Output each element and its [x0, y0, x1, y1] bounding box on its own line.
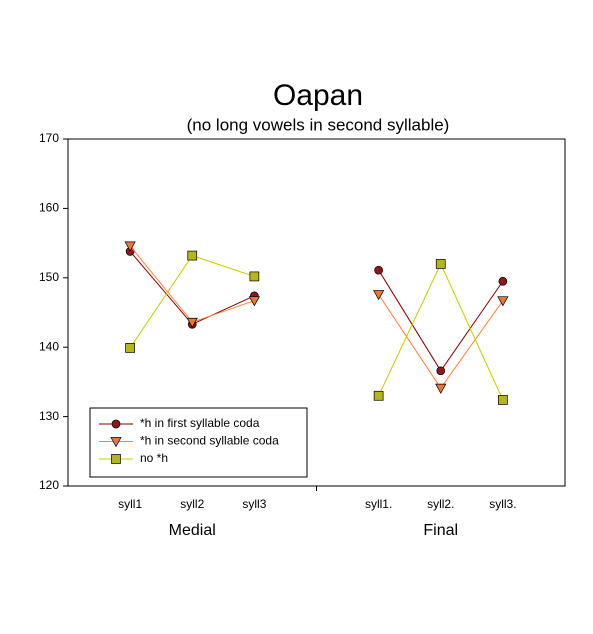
y-tick-label: 170: [39, 131, 59, 145]
x-tick-label: syll3: [242, 497, 266, 511]
legend-marker: [111, 454, 121, 464]
point: [373, 290, 385, 301]
x-tick-label: syll1.: [365, 497, 392, 511]
chart-subtitle: (no long vowels in second syllable): [187, 115, 450, 134]
y-tick-label: 140: [39, 339, 59, 353]
legend-box: [89, 407, 308, 478]
y-tick-label: 120: [39, 478, 59, 492]
x-tick-label: syll1: [118, 497, 142, 511]
y-tick-label: 160: [39, 201, 59, 215]
legend-label: *h in second syllable coda: [140, 434, 279, 448]
point: [374, 265, 383, 275]
point: [435, 259, 446, 269]
point: [248, 296, 260, 307]
point: [497, 296, 509, 307]
legend-label: no *h: [140, 451, 168, 465]
y-tick-label: 150: [39, 270, 59, 284]
point: [498, 395, 508, 405]
group-label: Medial: [169, 522, 216, 539]
point: [498, 276, 508, 286]
x-tick-label: syll2: [180, 497, 204, 511]
legend-label: *h in first syllable coda: [140, 416, 260, 430]
point: [124, 241, 136, 252]
x-tick-label: syll3.: [489, 497, 516, 511]
point: [435, 383, 447, 394]
point: [373, 390, 384, 401]
group-label: Final: [423, 522, 458, 539]
legend-marker: [110, 437, 122, 448]
y-tick-label: 130: [39, 409, 59, 423]
point: [249, 271, 260, 282]
point: [125, 343, 135, 353]
x-tick-label: syll2.: [427, 497, 454, 511]
chart-title: Oapan: [273, 79, 363, 112]
point: [187, 250, 198, 261]
point: [186, 317, 198, 328]
legend-marker: [111, 419, 121, 429]
point: [436, 366, 446, 376]
